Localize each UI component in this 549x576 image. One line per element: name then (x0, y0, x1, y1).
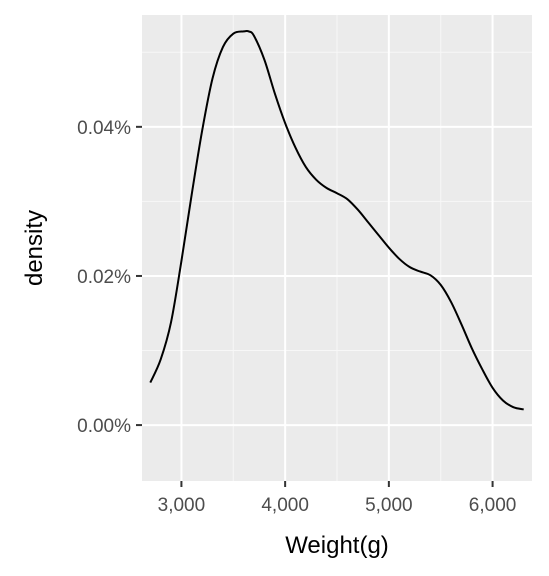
y-tick-label: 0.04% (77, 118, 131, 139)
y-axis-title: density (21, 210, 48, 286)
y-tick-label: 0.00% (77, 416, 131, 437)
y-tick-label: 0.02% (77, 267, 131, 288)
x-tick-label: 4,000 (261, 495, 309, 516)
density-curve (149, 29, 524, 411)
x-tick-label: 5,000 (365, 495, 413, 516)
x-axis-title: Weight(g) (285, 532, 389, 559)
x-tick-label: 3,000 (158, 495, 206, 516)
x-tick-label: 6,000 (469, 495, 517, 516)
